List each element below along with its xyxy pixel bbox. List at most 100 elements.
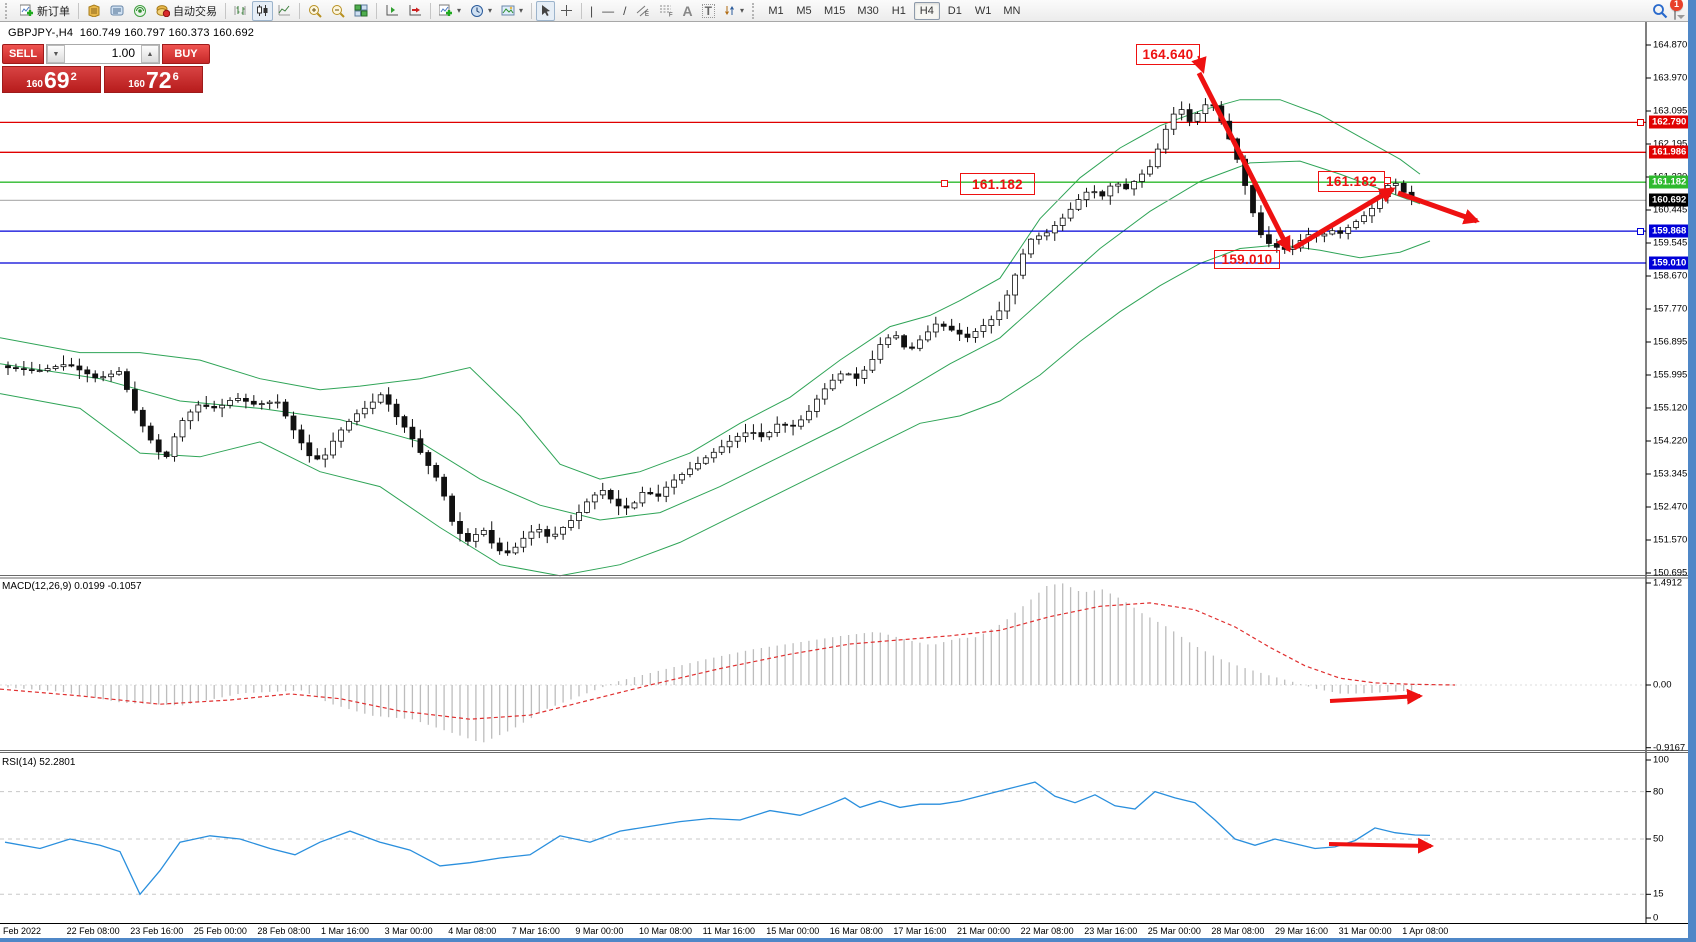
rsi-indicator-label: RSI(14) 52.2801 [2, 757, 76, 768]
timeframe-d1-button[interactable]: D1 [942, 2, 968, 20]
sell-button[interactable]: SELL [2, 44, 44, 64]
market-watch-button[interactable] [83, 1, 105, 21]
line-handle[interactable] [1637, 119, 1644, 126]
data-window-icon [110, 4, 124, 17]
window-border-right [1688, 0, 1696, 942]
periods-dropdown-arrow[interactable]: ▾ [488, 6, 493, 15]
market-watch-icon [87, 4, 101, 18]
arrows-dropdown-arrow[interactable]: ▾ [739, 6, 744, 15]
chart-bars-button[interactable] [230, 1, 251, 21]
timeframe-m5-button[interactable]: M5 [791, 2, 817, 20]
chart-bars-icon [234, 4, 247, 17]
clock-icon [470, 4, 484, 18]
arrows-icon [724, 4, 736, 17]
hline-icon: — [602, 3, 615, 18]
autotrading-icon [156, 4, 171, 18]
channel-tool[interactable]: E [632, 1, 654, 21]
chart-shift-button[interactable] [404, 1, 426, 21]
notifications-button[interactable]: 1 [1670, 0, 1683, 20]
cursor-button[interactable] [536, 0, 556, 21]
chart-candles-icon [256, 4, 269, 17]
cursor-icon [540, 4, 551, 17]
toolbar-grip[interactable] [5, 2, 12, 19]
data-window-button[interactable] [106, 1, 128, 21]
fibonacci-tool[interactable]: F [655, 1, 678, 21]
sell-price-display[interactable]: 160 69 2 [2, 66, 101, 93]
search-icon[interactable] [1652, 3, 1668, 19]
volume-decrease-button[interactable]: ▼ [47, 45, 65, 63]
buy-button[interactable]: BUY [162, 44, 210, 64]
auto-scroll-icon [385, 4, 399, 17]
buy-price-pip: 6 [172, 71, 179, 83]
volume-spinner: ▼ 1.00 ▲ [46, 44, 160, 64]
label-tool[interactable]: T [698, 1, 719, 21]
chart-title: GBPJPY-,H4 160.749 160.797 160.373 160.6… [8, 27, 254, 39]
line-handle[interactable] [1637, 228, 1644, 235]
fibonacci-icon: F [659, 4, 674, 19]
periods-button[interactable]: ▾ [466, 1, 496, 21]
sell-price-pip: 2 [70, 71, 77, 83]
vline-icon: | [590, 3, 594, 18]
horizontal-line-tool[interactable]: — [598, 1, 618, 21]
zoom-out-icon [331, 4, 345, 18]
new-order-button[interactable]: 新订单 [16, 1, 74, 21]
new-order-icon [19, 4, 34, 17]
timeframe-m30-button[interactable]: M30 [852, 2, 883, 20]
crosshair-icon [560, 4, 573, 17]
template-icon [501, 4, 515, 17]
timeframe-w1-button[interactable]: W1 [970, 2, 997, 20]
timeframe-m15-button[interactable]: M15 [819, 2, 850, 20]
chart-candles-button[interactable] [252, 0, 273, 21]
window-border-bottom [0, 938, 1696, 942]
text-tool[interactable]: A [679, 1, 697, 21]
zoom-in-button[interactable] [304, 1, 326, 21]
timeframe-h4-button[interactable]: H4 [913, 1, 940, 20]
timeframe-h1-button[interactable]: H1 [886, 2, 912, 20]
main-toolbar: 新订单 自动交易 [0, 0, 1688, 22]
buy-price-display[interactable]: 160 72 6 [104, 66, 203, 93]
templates-button[interactable]: ▾ [497, 1, 527, 21]
line-handle[interactable] [941, 180, 948, 187]
trendline-icon: / [623, 3, 627, 18]
price-annotation-box[interactable]: 161.182 [960, 173, 1035, 195]
zoom-in-icon [308, 4, 322, 18]
svg-text:F: F [669, 13, 673, 18]
timeframe-group: M1 M5 M15 M30 H1 H4 D1 W1 MN [763, 1, 1025, 20]
crosshair-button[interactable] [556, 1, 577, 21]
text-icon: A [682, 2, 693, 19]
auto-scroll-button[interactable] [381, 1, 403, 21]
signals-icon [133, 4, 147, 17]
tile-windows-button[interactable] [350, 1, 372, 21]
timeframe-mn-button[interactable]: MN [998, 2, 1025, 20]
buy-price-prefix: 160 [128, 79, 145, 90]
vertical-line-tool[interactable]: | [586, 1, 597, 21]
new-chart-dropdown-arrow[interactable]: ▾ [457, 6, 462, 15]
signals-button[interactable] [129, 1, 151, 21]
price-annotation-box[interactable]: 159.010 [1214, 250, 1280, 269]
autotrading-label: 自动交易 [173, 5, 217, 18]
volume-input[interactable]: 1.00 [111, 46, 135, 60]
macd-indicator-label: MACD(12,26,9) 0.0199 -0.1057 [2, 581, 142, 592]
new-chart-button[interactable]: ▾ [435, 1, 465, 21]
line-handle[interactable] [1384, 177, 1391, 184]
sell-price-main: 69 [43, 67, 70, 93]
price-annotation-box[interactable]: 164.640 [1136, 44, 1200, 65]
label-icon: T [701, 3, 715, 18]
templates-dropdown-arrow[interactable]: ▾ [519, 6, 524, 15]
price-annotation-box[interactable]: 161.182 [1318, 171, 1385, 192]
toolbar-grip-2[interactable] [752, 2, 759, 19]
zoom-out-button[interactable] [327, 1, 349, 21]
notification-badge: 1 [1670, 0, 1683, 11]
chart-line-icon [278, 4, 291, 17]
channel-icon: E [636, 4, 650, 18]
trendline-tool[interactable]: / [619, 1, 630, 21]
svg-text:E: E [645, 12, 649, 17]
volume-increase-button[interactable]: ▲ [141, 45, 159, 63]
chart-line-button[interactable] [274, 1, 295, 21]
arrows-tool[interactable]: ▾ [720, 1, 748, 21]
chart-ohlc: 160.749 160.797 160.373 160.692 [79, 27, 255, 39]
new-order-label: 新订单 [37, 5, 70, 18]
timeframe-m1-button[interactable]: M1 [763, 2, 789, 20]
autotrading-button[interactable]: 自动交易 [152, 1, 221, 21]
